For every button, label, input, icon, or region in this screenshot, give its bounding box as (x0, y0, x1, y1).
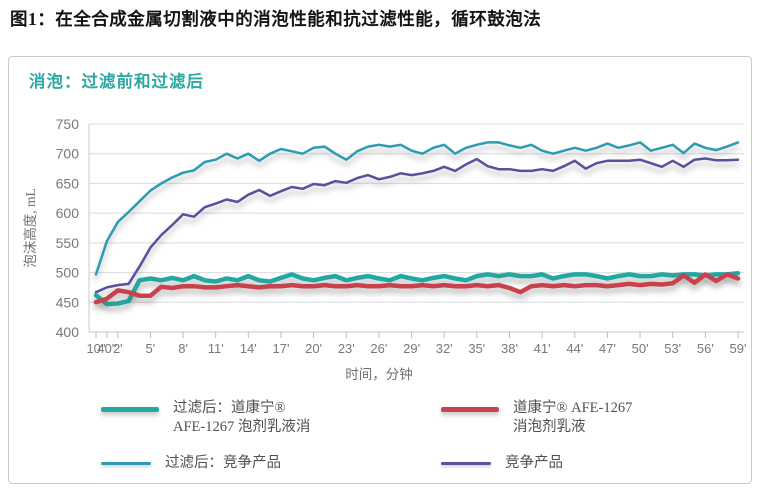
series-line-3 (94, 157, 740, 294)
x-tick-label: 40" (97, 341, 116, 356)
legend-label-line2: 消泡剂乳液 (513, 419, 586, 435)
legend-label-line2: AFE-1267 泡剂乳液消 (173, 419, 311, 435)
legend-swatch-purple (441, 462, 491, 465)
x-tick-label: 35' (468, 341, 485, 356)
legend-label-line1: 过滤后：竞争产品 (165, 455, 281, 471)
legend-label: 过滤后：竞争产品 (165, 454, 281, 473)
series-line-1 (93, 272, 741, 305)
foam-height-line-chart: 400 450 500 550 600 650 700 750 10"40"2' 5' 8' 11' 1… (22, 116, 747, 382)
y-tick-label: 550 (56, 235, 80, 251)
y-tick-label: 700 (56, 146, 80, 162)
x-tick-label: 11' (208, 341, 224, 356)
x-tick-label: 47' (599, 341, 616, 356)
x-tick-label: 29' (403, 341, 420, 356)
y-tick-label: 650 (56, 175, 80, 191)
x-tick-label: 56' (697, 341, 714, 356)
x-tick-label: 5' (146, 341, 156, 356)
x-axis-title: 时间，分钟 (345, 366, 413, 382)
x-tick-label: 38' (501, 341, 518, 356)
x-tick-label: 50' (632, 341, 649, 356)
x-tick-label: 44' (566, 341, 583, 356)
x-tick-label: 20' (305, 341, 322, 356)
x-tick-label: 26' (370, 341, 387, 356)
legend-label-line1: 过滤后：道康宁® (173, 400, 286, 416)
series-line-2 (94, 141, 740, 276)
chart-title: 消泡：过滤前和过滤后 (29, 72, 204, 91)
x-tick-label: 32' (436, 341, 453, 356)
x-tick-label: 53' (664, 341, 681, 356)
legend-label-line1: 道康宁® AFE-1267 (513, 400, 633, 416)
y-tick-label: 400 (56, 324, 80, 340)
y-tick-label: 450 (56, 294, 80, 310)
figure-title: 图1：在全合成金属切割液中的消泡性能和抗过滤性能，循环鼓泡法 (10, 9, 542, 29)
legend-swatch-red (441, 407, 499, 412)
x-tick-label: 59' (730, 341, 747, 356)
x-tick-label: 41' (534, 341, 551, 356)
legend-label-line1: 竞争产品 (505, 455, 563, 471)
legend-label: 道康宁® AFE-1267 消泡剂乳液 (513, 399, 632, 437)
legend-label: 过滤后：道康宁® AFE-1267 泡剂乳液消 (173, 399, 310, 437)
legend-item-dowcorning: 道康宁® AFE-1267 消泡剂乳液 (441, 399, 632, 437)
y-tick-label: 500 (56, 265, 80, 281)
legend-item-filtered-competitor: 过滤后：竞争产品 (101, 454, 281, 473)
series-line-0 (93, 270, 741, 307)
x-tick-label: 14' (240, 341, 257, 356)
legend-swatch-teal (101, 407, 159, 412)
legend-item-competitor: 竞争产品 (441, 454, 563, 473)
legend-item-filtered-dowcorning: 过滤后：道康宁® AFE-1267 泡剂乳液消 (101, 399, 310, 437)
y-axis-title: 泡沫高度, mL (22, 188, 38, 268)
y-tick-label: 600 (56, 205, 80, 221)
x-tick-label: 8' (178, 341, 188, 356)
x-tick-label: 2' (113, 341, 123, 356)
legend-label: 竞争产品 (505, 454, 563, 473)
x-tick-label: 17' (273, 341, 290, 356)
legend-swatch-blue (101, 462, 151, 465)
x-tick-label: 23' (338, 341, 355, 356)
chart-card: 消泡：过滤前和过滤后 400 450 500 550 600 650 700 750 10" 40… (8, 56, 752, 484)
y-tick-label: 750 (56, 116, 80, 132)
x-tick-label: 10" (86, 341, 105, 356)
